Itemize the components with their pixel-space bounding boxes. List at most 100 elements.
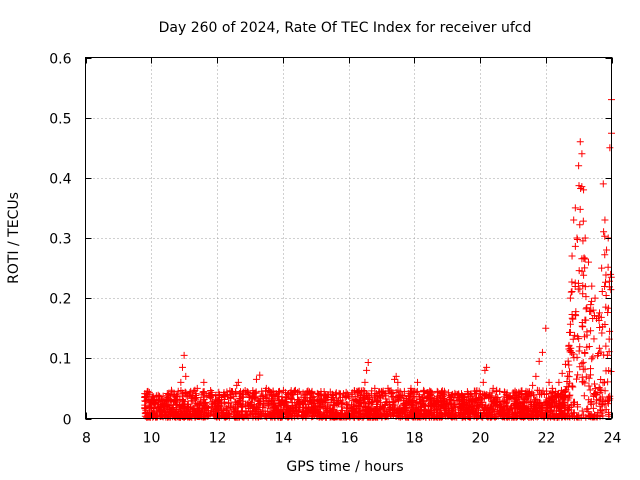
data-point [530,405,538,413]
data-point [184,393,192,401]
data-point [576,138,584,146]
data-point [535,357,543,365]
data-point [213,396,221,404]
data-point [552,387,560,395]
data-point [405,397,413,405]
grid-layer [85,57,612,419]
data-point [568,252,576,260]
data-point [480,412,488,420]
data-point [147,396,155,404]
data-point [564,372,572,380]
data-point [372,392,380,400]
data-point [172,396,180,404]
data-point [323,403,331,411]
data-point [232,390,240,398]
data-point [532,372,540,380]
data-point [216,401,224,409]
data-point [440,396,448,404]
data-point [245,392,253,400]
data-point [289,390,297,398]
data-point [570,398,578,406]
data-point [561,360,569,368]
x-tick-label: 22 [538,431,556,447]
data-point [533,386,541,394]
data-point [266,411,274,419]
data-point [569,350,577,358]
data-point [148,393,156,401]
data-point [252,375,260,383]
data-point [430,395,438,403]
data-point [576,205,584,213]
data-point [583,343,591,351]
data-point [156,407,164,415]
data-point [315,390,323,398]
data-point [184,405,192,413]
data-point [426,413,434,421]
data-point [597,376,605,384]
data-point [335,389,343,397]
data-point [180,403,188,411]
points-layer [141,96,615,421]
data-point [569,335,577,343]
data-point [591,294,599,302]
data-point [602,367,610,375]
data-point [568,382,576,390]
data-point [584,258,592,266]
data-point [466,390,474,398]
data-point [236,395,244,403]
data-point [516,411,524,419]
data-point [278,393,286,401]
data-point [302,413,310,421]
data-point [372,397,380,405]
data-point [355,397,363,405]
data-point [599,180,607,188]
data-point [416,406,424,414]
y-tick-label: 0.3 [49,232,71,248]
data-point [579,217,587,225]
data-point [587,327,595,335]
data-point [588,411,596,419]
data-point [223,406,231,414]
data-point [337,390,345,398]
data-point [207,386,215,394]
data-point [603,246,611,254]
data-point [581,283,589,291]
data-point [313,389,321,397]
data-point [472,405,480,413]
data-point [291,386,299,394]
chart-title: Day 260 of 2024, Rate Of TEC Index for r… [159,20,532,36]
data-point [602,342,610,350]
data-point [569,315,577,323]
data-point [182,390,190,398]
data-point [574,371,582,379]
data-point [581,333,589,341]
data-point [295,387,303,395]
data-point [573,234,581,242]
data-point [578,373,586,381]
data-point [601,321,609,329]
data-point [578,255,586,263]
data-point [596,323,604,331]
data-point [371,384,379,392]
x-tick-label: 18 [406,431,424,447]
data-point [553,411,561,419]
data-point [592,396,600,404]
data-point [169,408,177,416]
data-point [256,371,264,379]
data-point [424,406,432,414]
data-point [468,404,476,412]
data-point [307,398,315,406]
data-point [164,393,172,401]
data-point [548,384,556,392]
data-point [238,403,246,411]
data-point [226,393,234,401]
data-point [525,413,533,421]
data-point [151,399,159,407]
data-point [561,409,569,417]
x-tick-label: 12 [209,431,227,447]
data-point [505,395,513,403]
data-point [590,392,598,400]
data-point [576,221,584,229]
data-point [363,413,371,421]
data-point [413,399,421,407]
